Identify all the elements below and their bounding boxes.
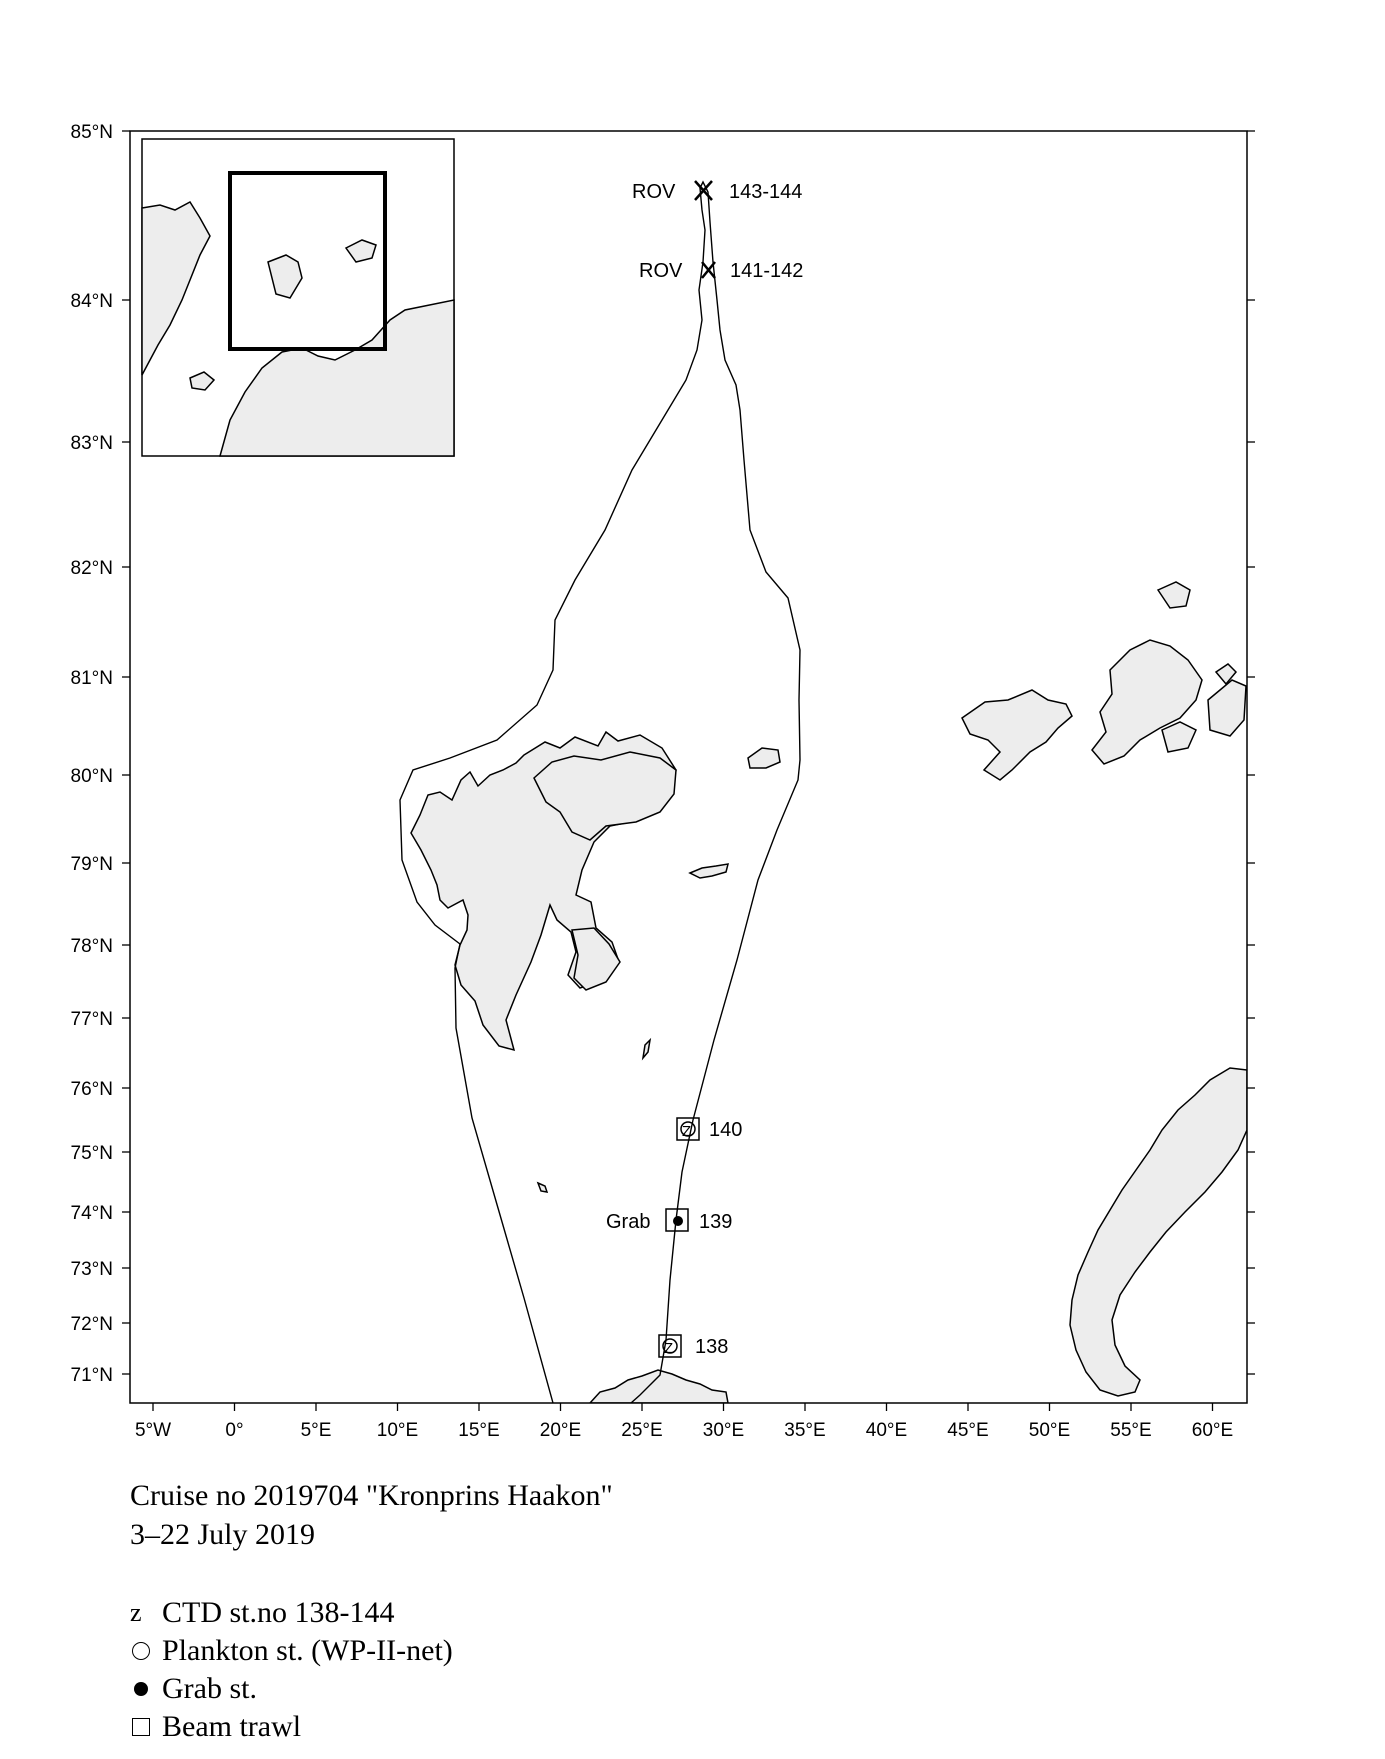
station-141-142: ROV 141-142 bbox=[639, 260, 803, 282]
inset-svalbard bbox=[267, 254, 303, 299]
franz-josef-land-north bbox=[1156, 581, 1191, 609]
beam-trawl-square-icon bbox=[665, 1208, 689, 1232]
longitude-tick-label: 50°E bbox=[1029, 1420, 1070, 1441]
latitude-tick-label: 85°N bbox=[71, 122, 113, 143]
legend-beam-trawl-label: Beam trawl bbox=[162, 1710, 302, 1743]
station-139: Grab 139 bbox=[606, 1208, 732, 1233]
franz-josef-land-east bbox=[1091, 639, 1203, 765]
latitude-axis: 85°N 84°N 83°N 82°N 81°N 80°N 79°N 78°N 77°N 76°N… bbox=[71, 122, 1255, 1386]
bjornoya-island bbox=[536, 1181, 549, 1193]
inset-iceland bbox=[189, 371, 216, 391]
map-frame bbox=[129, 130, 1248, 1404]
kvitoya-land bbox=[747, 747, 781, 769]
station-143-144: ROV 143-144 bbox=[632, 180, 802, 203]
stations-layer: ROV 143-144 ROV 141-142 Z 140 Grab 139 Z… bbox=[606, 180, 803, 1358]
franz-josef-land bbox=[961, 689, 1073, 781]
latitude-tick-label: 77°N bbox=[71, 1009, 113, 1030]
latitude-tick-label: 72°N bbox=[71, 1314, 113, 1335]
x-cross-icon bbox=[701, 261, 716, 279]
edgeoya-land bbox=[571, 927, 621, 991]
inset-franz-josef bbox=[344, 239, 377, 263]
station-138-number: 138 bbox=[695, 1336, 728, 1358]
station-139-number: 139 bbox=[699, 1211, 732, 1233]
longitude-tick-label: 35°E bbox=[784, 1420, 825, 1441]
beam-trawl-square-icon bbox=[676, 1117, 700, 1141]
nordaustlandet-land bbox=[533, 751, 677, 841]
franz-josef-land-ne bbox=[1207, 679, 1247, 737]
ctd-z-icon: z bbox=[130, 1598, 142, 1627]
legend: z CTD st.no 138-144 Plankton st. (WP-II-… bbox=[130, 1594, 453, 1746]
latitude-tick-label: 71°N bbox=[71, 1365, 113, 1386]
longitude-tick-label: 40°E bbox=[866, 1420, 907, 1441]
station-141-142-type: ROV bbox=[639, 260, 683, 282]
grab-dot-icon bbox=[673, 1216, 683, 1226]
franz-josef-land-small2 bbox=[1161, 721, 1197, 753]
longitude-tick-label: 25°E bbox=[621, 1420, 662, 1441]
latitude-tick-label: 78°N bbox=[71, 936, 113, 957]
station-140-number: 140 bbox=[709, 1119, 742, 1141]
station-143-144-type: ROV bbox=[632, 181, 676, 203]
longitude-tick-label: 15°E bbox=[458, 1420, 499, 1441]
cruise-caption-title: Cruise no 2019704 "Kronprins Haakon" bbox=[130, 1479, 613, 1512]
longitude-tick-label: 55°E bbox=[1110, 1420, 1151, 1441]
station-138: Z 138 bbox=[658, 1334, 728, 1358]
legend-beam-trawl: Beam trawl bbox=[130, 1708, 453, 1746]
latitude-tick-label: 75°N bbox=[71, 1143, 113, 1164]
legend-grab: Grab st. bbox=[130, 1670, 453, 1708]
filled-dot-icon bbox=[130, 1674, 162, 1704]
plankton-circle-icon bbox=[680, 1121, 696, 1137]
latitude-tick-label: 81°N bbox=[71, 668, 113, 689]
longitude-axis: 5°W 0° 5°E 10°E 15°E 20°E 25°E 30°E 35°E 40°E 45°E… bbox=[135, 1403, 1233, 1441]
longitude-tick-label: 5°W bbox=[135, 1420, 171, 1441]
latitude-tick-label: 76°N bbox=[71, 1079, 113, 1100]
cruise-track bbox=[399, 180, 801, 1403]
latitude-tick-label: 84°N bbox=[71, 291, 113, 312]
inset-map bbox=[141, 138, 455, 457]
plankton-circle-icon bbox=[662, 1338, 678, 1354]
ctd-z-icon: Z bbox=[664, 1340, 673, 1357]
longitude-tick-label: 45°E bbox=[947, 1420, 988, 1441]
longitude-tick-label: 60°E bbox=[1192, 1420, 1233, 1441]
inset-greenland bbox=[141, 201, 211, 376]
longitude-tick-label: 20°E bbox=[540, 1420, 581, 1441]
novaya-zemlya bbox=[1069, 1067, 1247, 1397]
norway-coast bbox=[588, 1369, 729, 1403]
longitude-tick-label: 30°E bbox=[703, 1420, 744, 1441]
longitude-tick-label: 0° bbox=[225, 1420, 243, 1441]
longitude-tick-label: 10°E bbox=[377, 1420, 418, 1441]
hopen-island bbox=[641, 1037, 652, 1061]
latitude-tick-label: 73°N bbox=[71, 1259, 113, 1280]
latitude-tick-label: 80°N bbox=[71, 766, 113, 787]
station-139-type: Grab bbox=[606, 1211, 650, 1233]
inset-study-area-box bbox=[228, 171, 387, 351]
open-circle-icon bbox=[130, 1636, 162, 1666]
franz-josef-land-small1 bbox=[1214, 663, 1238, 686]
cruise-caption-dates: 3–22 July 2019 bbox=[130, 1518, 316, 1551]
legend-ctd-label: CTD st.no 138-144 bbox=[162, 1596, 395, 1629]
latitude-tick-label: 79°N bbox=[71, 854, 113, 875]
legend-plankton: Plankton st. (WP-II-net) bbox=[130, 1632, 453, 1670]
longitude-tick-label: 5°E bbox=[301, 1420, 332, 1441]
beam-trawl-square-icon bbox=[658, 1334, 682, 1358]
latitude-tick-label: 82°N bbox=[71, 558, 113, 579]
kong-karls-land bbox=[688, 863, 730, 879]
station-143-144-number: 143-144 bbox=[729, 181, 802, 203]
inset-scandinavia bbox=[219, 299, 455, 457]
latitude-tick-label: 83°N bbox=[71, 433, 113, 454]
legend-grab-label: Grab st. bbox=[162, 1672, 257, 1705]
legend-ctd: z CTD st.no 138-144 bbox=[130, 1594, 453, 1632]
ctd-z-icon: Z bbox=[682, 1123, 691, 1140]
legend-plankton-label: Plankton st. (WP-II-net) bbox=[162, 1634, 453, 1667]
open-square-icon bbox=[130, 1712, 162, 1742]
x-cross-icon bbox=[694, 180, 713, 201]
station-141-142-number: 141-142 bbox=[730, 260, 803, 282]
station-140: Z 140 bbox=[676, 1117, 742, 1141]
latitude-tick-label: 74°N bbox=[71, 1203, 113, 1224]
